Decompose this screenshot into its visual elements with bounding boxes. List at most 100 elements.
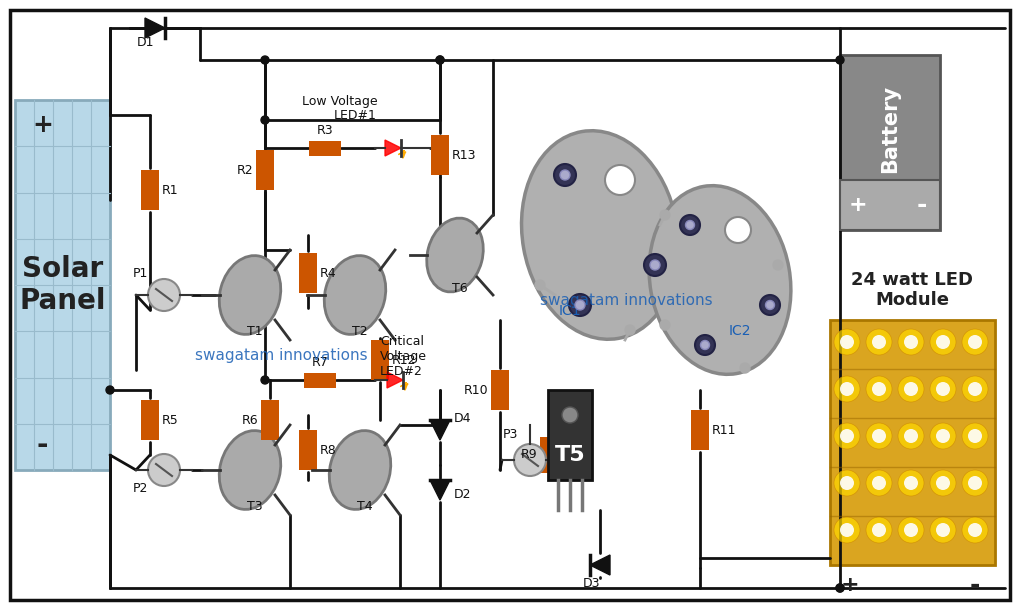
Text: R6: R6 xyxy=(242,413,258,426)
Circle shape xyxy=(968,523,982,537)
Bar xyxy=(141,170,159,210)
Circle shape xyxy=(575,300,585,310)
Circle shape xyxy=(605,165,635,195)
Circle shape xyxy=(904,335,918,349)
Text: swagatam innovations: swagatam innovations xyxy=(540,293,713,308)
Circle shape xyxy=(834,376,860,402)
Text: T3: T3 xyxy=(247,500,263,513)
Text: R8: R8 xyxy=(321,443,337,456)
Circle shape xyxy=(834,517,860,543)
Circle shape xyxy=(936,382,950,396)
Circle shape xyxy=(261,376,269,384)
Circle shape xyxy=(560,170,570,180)
Circle shape xyxy=(930,329,956,355)
Text: D4: D4 xyxy=(454,412,471,425)
Circle shape xyxy=(936,523,950,537)
Ellipse shape xyxy=(695,335,715,355)
Circle shape xyxy=(898,376,924,402)
Circle shape xyxy=(898,329,924,355)
Ellipse shape xyxy=(680,215,700,235)
Text: swagatam innovations: swagatam innovations xyxy=(195,347,368,362)
Text: Critical: Critical xyxy=(380,335,424,348)
Bar xyxy=(840,180,940,230)
Circle shape xyxy=(968,429,982,443)
Circle shape xyxy=(898,470,924,496)
Text: R10: R10 xyxy=(464,384,488,397)
Circle shape xyxy=(936,335,950,349)
Polygon shape xyxy=(145,18,165,38)
Text: -: - xyxy=(970,573,980,597)
Circle shape xyxy=(535,280,545,290)
Circle shape xyxy=(836,584,844,592)
Ellipse shape xyxy=(325,256,386,335)
Circle shape xyxy=(840,476,854,490)
Bar xyxy=(15,100,110,470)
Circle shape xyxy=(904,476,918,490)
Circle shape xyxy=(930,470,956,496)
Bar xyxy=(141,400,159,440)
Ellipse shape xyxy=(330,430,391,509)
Circle shape xyxy=(836,56,844,64)
Circle shape xyxy=(872,429,886,443)
Text: Battery: Battery xyxy=(880,84,900,173)
Circle shape xyxy=(866,376,892,402)
Circle shape xyxy=(840,523,854,537)
Circle shape xyxy=(872,523,886,537)
Bar xyxy=(691,410,709,450)
Bar xyxy=(256,150,274,190)
Circle shape xyxy=(106,386,114,394)
Text: Solar
Panel: Solar Panel xyxy=(19,255,105,315)
Circle shape xyxy=(968,335,982,349)
Circle shape xyxy=(514,444,546,476)
Text: T6: T6 xyxy=(453,282,468,295)
Text: IC1: IC1 xyxy=(559,304,582,318)
Circle shape xyxy=(936,429,950,443)
Circle shape xyxy=(898,423,924,449)
Circle shape xyxy=(968,382,982,396)
Text: D3: D3 xyxy=(584,577,601,590)
Circle shape xyxy=(866,470,892,496)
Bar xyxy=(490,370,509,410)
Bar xyxy=(304,373,336,387)
Circle shape xyxy=(660,210,670,220)
Circle shape xyxy=(436,56,444,64)
Circle shape xyxy=(562,407,578,423)
Text: Voltage: Voltage xyxy=(380,350,427,363)
Text: R5: R5 xyxy=(162,413,179,426)
Ellipse shape xyxy=(521,131,679,339)
Circle shape xyxy=(834,423,860,449)
Text: R3: R3 xyxy=(316,124,334,137)
Text: R13: R13 xyxy=(452,148,476,162)
Circle shape xyxy=(840,382,854,396)
Circle shape xyxy=(872,476,886,490)
Circle shape xyxy=(740,363,750,373)
Circle shape xyxy=(930,517,956,543)
Bar xyxy=(830,320,995,565)
Text: R7: R7 xyxy=(311,355,329,368)
Text: R12: R12 xyxy=(392,354,417,367)
Circle shape xyxy=(930,423,956,449)
Text: -: - xyxy=(916,193,927,217)
Text: 24 watt LED
Module: 24 watt LED Module xyxy=(852,271,974,309)
Bar xyxy=(261,400,279,440)
Text: P1: P1 xyxy=(132,267,147,280)
Bar xyxy=(309,140,341,156)
Circle shape xyxy=(148,454,180,486)
Circle shape xyxy=(962,517,988,543)
Text: D2: D2 xyxy=(454,488,471,501)
Circle shape xyxy=(766,301,774,309)
Text: +: + xyxy=(32,113,53,137)
Text: -: - xyxy=(37,431,48,459)
Circle shape xyxy=(436,56,444,64)
Ellipse shape xyxy=(219,256,281,335)
Ellipse shape xyxy=(554,164,575,186)
Text: D1: D1 xyxy=(136,36,154,49)
Bar xyxy=(371,340,389,380)
Text: LED#1: LED#1 xyxy=(334,109,377,122)
Circle shape xyxy=(836,584,844,592)
Circle shape xyxy=(840,429,854,443)
Circle shape xyxy=(904,382,918,396)
Circle shape xyxy=(660,320,670,330)
Circle shape xyxy=(866,423,892,449)
Circle shape xyxy=(962,423,988,449)
